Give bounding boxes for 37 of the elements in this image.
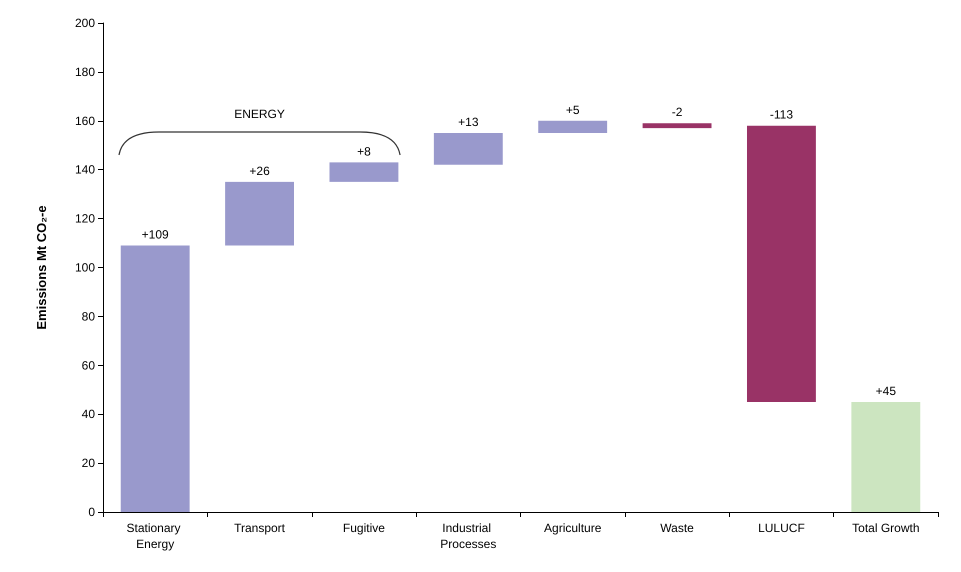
y-axis-title: Emissions Mt CO₂-e xyxy=(34,205,49,330)
data-label: +5 xyxy=(566,102,580,117)
y-tick-label: 60 xyxy=(82,358,96,372)
data-label: +13 xyxy=(458,115,479,130)
y-tick-label: 40 xyxy=(82,407,96,422)
annotation: ENERGY xyxy=(233,107,286,121)
bar xyxy=(329,162,398,182)
bar xyxy=(746,126,816,402)
bar xyxy=(538,120,608,134)
y-tick-label: 160 xyxy=(74,114,96,128)
y-tick-label: 20 xyxy=(82,456,96,470)
x-tick-label: Fugitive xyxy=(342,521,386,535)
data-label: +8 xyxy=(357,144,372,158)
y-tick-label: 120 xyxy=(74,212,96,226)
data-label: +109 xyxy=(142,227,170,242)
bar xyxy=(434,133,503,165)
y-tick-label: 140 xyxy=(74,162,96,177)
bar xyxy=(225,182,294,246)
bar xyxy=(642,123,712,128)
data-label: +26 xyxy=(249,164,270,178)
x-tick-label: Industrial Processes xyxy=(440,521,496,551)
data-label: -2 xyxy=(672,105,683,120)
bar xyxy=(120,245,190,512)
y-tick-label: 100 xyxy=(74,260,96,274)
x-tick-label: Agriculture xyxy=(544,521,602,535)
data-label: +45 xyxy=(876,384,896,398)
y-tick-label: 200 xyxy=(74,16,96,30)
x-tick-label: Transport xyxy=(234,521,286,535)
x-tick-label: Stationary Energy xyxy=(126,521,184,551)
bar xyxy=(851,402,920,512)
x-tick-label: Total Growth xyxy=(852,521,920,535)
x-tick-label: LULUCF xyxy=(758,521,805,535)
data-label: -113 xyxy=(770,108,794,122)
y-tick-label: 0 xyxy=(88,505,96,519)
y-tick-label: 180 xyxy=(74,64,96,79)
y-tick-label: 80 xyxy=(82,309,96,324)
x-tick-label: Waste xyxy=(660,521,694,535)
